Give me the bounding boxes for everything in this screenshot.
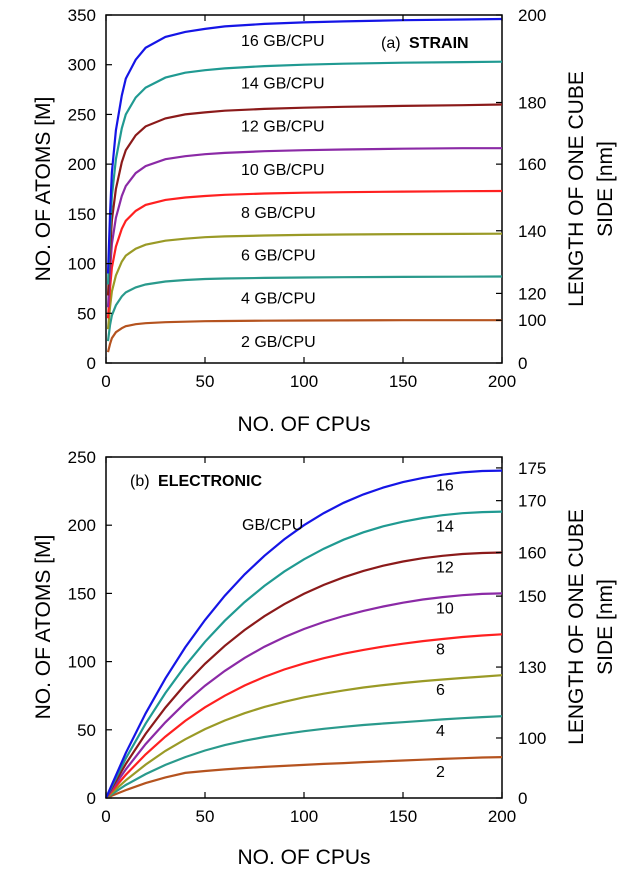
series-line-6	[105, 674, 503, 799]
y-tick-label: 100	[68, 653, 96, 672]
series-label: 12	[436, 559, 454, 576]
series-line-16	[104, 469, 503, 799]
y2-tick-label: 130	[518, 658, 546, 677]
x-tick-label: 100	[290, 372, 318, 391]
series-label: 16	[436, 478, 454, 495]
x-tick-label: 0	[101, 372, 110, 391]
series-line-4-gb-cpu	[106, 275, 503, 342]
y-tick-label: 250	[68, 448, 96, 467]
y-tick-label: 0	[87, 789, 96, 808]
panel-title-letter: (b)	[130, 473, 150, 490]
series-line-16-gb-cpu	[106, 17, 503, 274]
series-label: 4	[436, 723, 445, 740]
series-line-10	[105, 592, 503, 799]
panel-strain: 0 50 100 150 200 0 50 100 150 200 250 300 350 0 100 1…	[32, 6, 617, 436]
y2-tick-label: 100	[518, 311, 546, 330]
series-label: 14	[436, 519, 454, 536]
series-label: 8	[436, 641, 445, 658]
y2-tick-label: 100	[518, 729, 546, 748]
series-label: 2 GB/CPU	[241, 334, 316, 351]
series-label: 12 GB/CPU	[241, 118, 325, 135]
x-tick-label: 200	[488, 807, 516, 826]
y-tick-label: 250	[68, 105, 96, 124]
y2-tick-label: 160	[518, 543, 546, 562]
y2-axis-label-line1: LENGTH OF ONE CUBE	[565, 71, 588, 307]
y-axis-label: NO. OF ATOMS [M]	[32, 97, 55, 282]
plot-frame	[105, 14, 503, 364]
x-tick-label: 150	[389, 372, 417, 391]
y-tick-label: 350	[68, 6, 96, 25]
y2-axis-label-line2: SIDE [nm]	[594, 141, 617, 237]
series-label: 4 GB/CPU	[241, 290, 316, 307]
x-tick-label: 0	[101, 807, 110, 826]
y2-tick-label: 175	[518, 459, 546, 478]
y2-tick-label: 200	[518, 6, 546, 25]
series-label: 2	[436, 764, 445, 781]
y2-tick-label: 120	[518, 284, 546, 303]
series-line-14-gb-cpu	[106, 60, 503, 285]
y2-tick-label: 180	[518, 93, 546, 112]
series-label: 8 GB/CPU	[241, 205, 316, 222]
y-tick-label: 100	[68, 255, 96, 274]
series-line-2-gb-cpu	[106, 319, 502, 353]
series-label: 14 GB/CPU	[241, 76, 325, 93]
y-tick-label: 300	[68, 56, 96, 75]
series-line-14	[105, 510, 503, 799]
unit-label: GB/CPU	[242, 517, 303, 534]
y-tick-label: 150	[68, 205, 96, 224]
panel-title: (a) STRAIN	[381, 35, 469, 52]
series-line-10-gb-cpu	[106, 147, 502, 308]
series-line-2	[105, 756, 503, 800]
series-label: 16 GB/CPU	[241, 33, 325, 50]
y-tick-label: 0	[87, 354, 96, 373]
series-line-4	[105, 715, 503, 799]
x-tick-label: 50	[196, 372, 215, 391]
panel-title: (b) ELECTRONIC	[130, 473, 262, 490]
x-axis-label: NO. OF CPUs	[237, 846, 370, 869]
y2-axis-label-line2: SIDE [nm]	[594, 579, 617, 675]
series-line-12-gb-cpu	[106, 103, 503, 296]
y-tick-label: 200	[68, 516, 96, 535]
y-tick-label: 200	[68, 155, 96, 174]
panel-title-bold: STRAIN	[409, 35, 469, 52]
y-tick-label: 50	[77, 721, 96, 740]
y2-tick-label: 0	[518, 354, 527, 373]
series-label: 6	[436, 682, 445, 699]
y2-tick-label: 150	[518, 587, 546, 606]
y-tick-label: 150	[68, 584, 96, 603]
y2-tick-label: 170	[518, 492, 546, 511]
x-tick-label: 100	[290, 807, 318, 826]
y-tick-label: 50	[77, 304, 96, 323]
panel-title-bold: ELECTRONIC	[158, 473, 262, 490]
y2-tick-label: 0	[518, 789, 527, 808]
panel-electronic: 0 50 100 150 200 0 50 100 150 200 250 0 100 130 150 1…	[32, 448, 617, 869]
plot-frame	[105, 456, 503, 799]
x-axis-label: NO. OF CPUs	[237, 413, 370, 436]
panel-title-letter: (a)	[381, 35, 401, 52]
series-label: 6 GB/CPU	[241, 248, 316, 265]
series-line-8-gb-cpu	[106, 189, 503, 319]
x-tick-label: 150	[389, 807, 417, 826]
series-line-12	[105, 551, 503, 799]
x-tick-label: 200	[488, 372, 516, 391]
series-line-6-gb-cpu	[106, 232, 503, 330]
y2-tick-label: 140	[518, 222, 546, 241]
y2-axis-label-line1: LENGTH OF ONE CUBE	[565, 509, 588, 745]
y-axis-label: NO. OF ATOMS [M]	[32, 535, 55, 720]
series-label: 10	[436, 600, 454, 617]
series-line-8	[105, 633, 503, 799]
series-label: 10 GB/CPU	[241, 162, 325, 179]
y2-tick-label: 160	[518, 155, 546, 174]
x-tick-label: 50	[196, 807, 215, 826]
